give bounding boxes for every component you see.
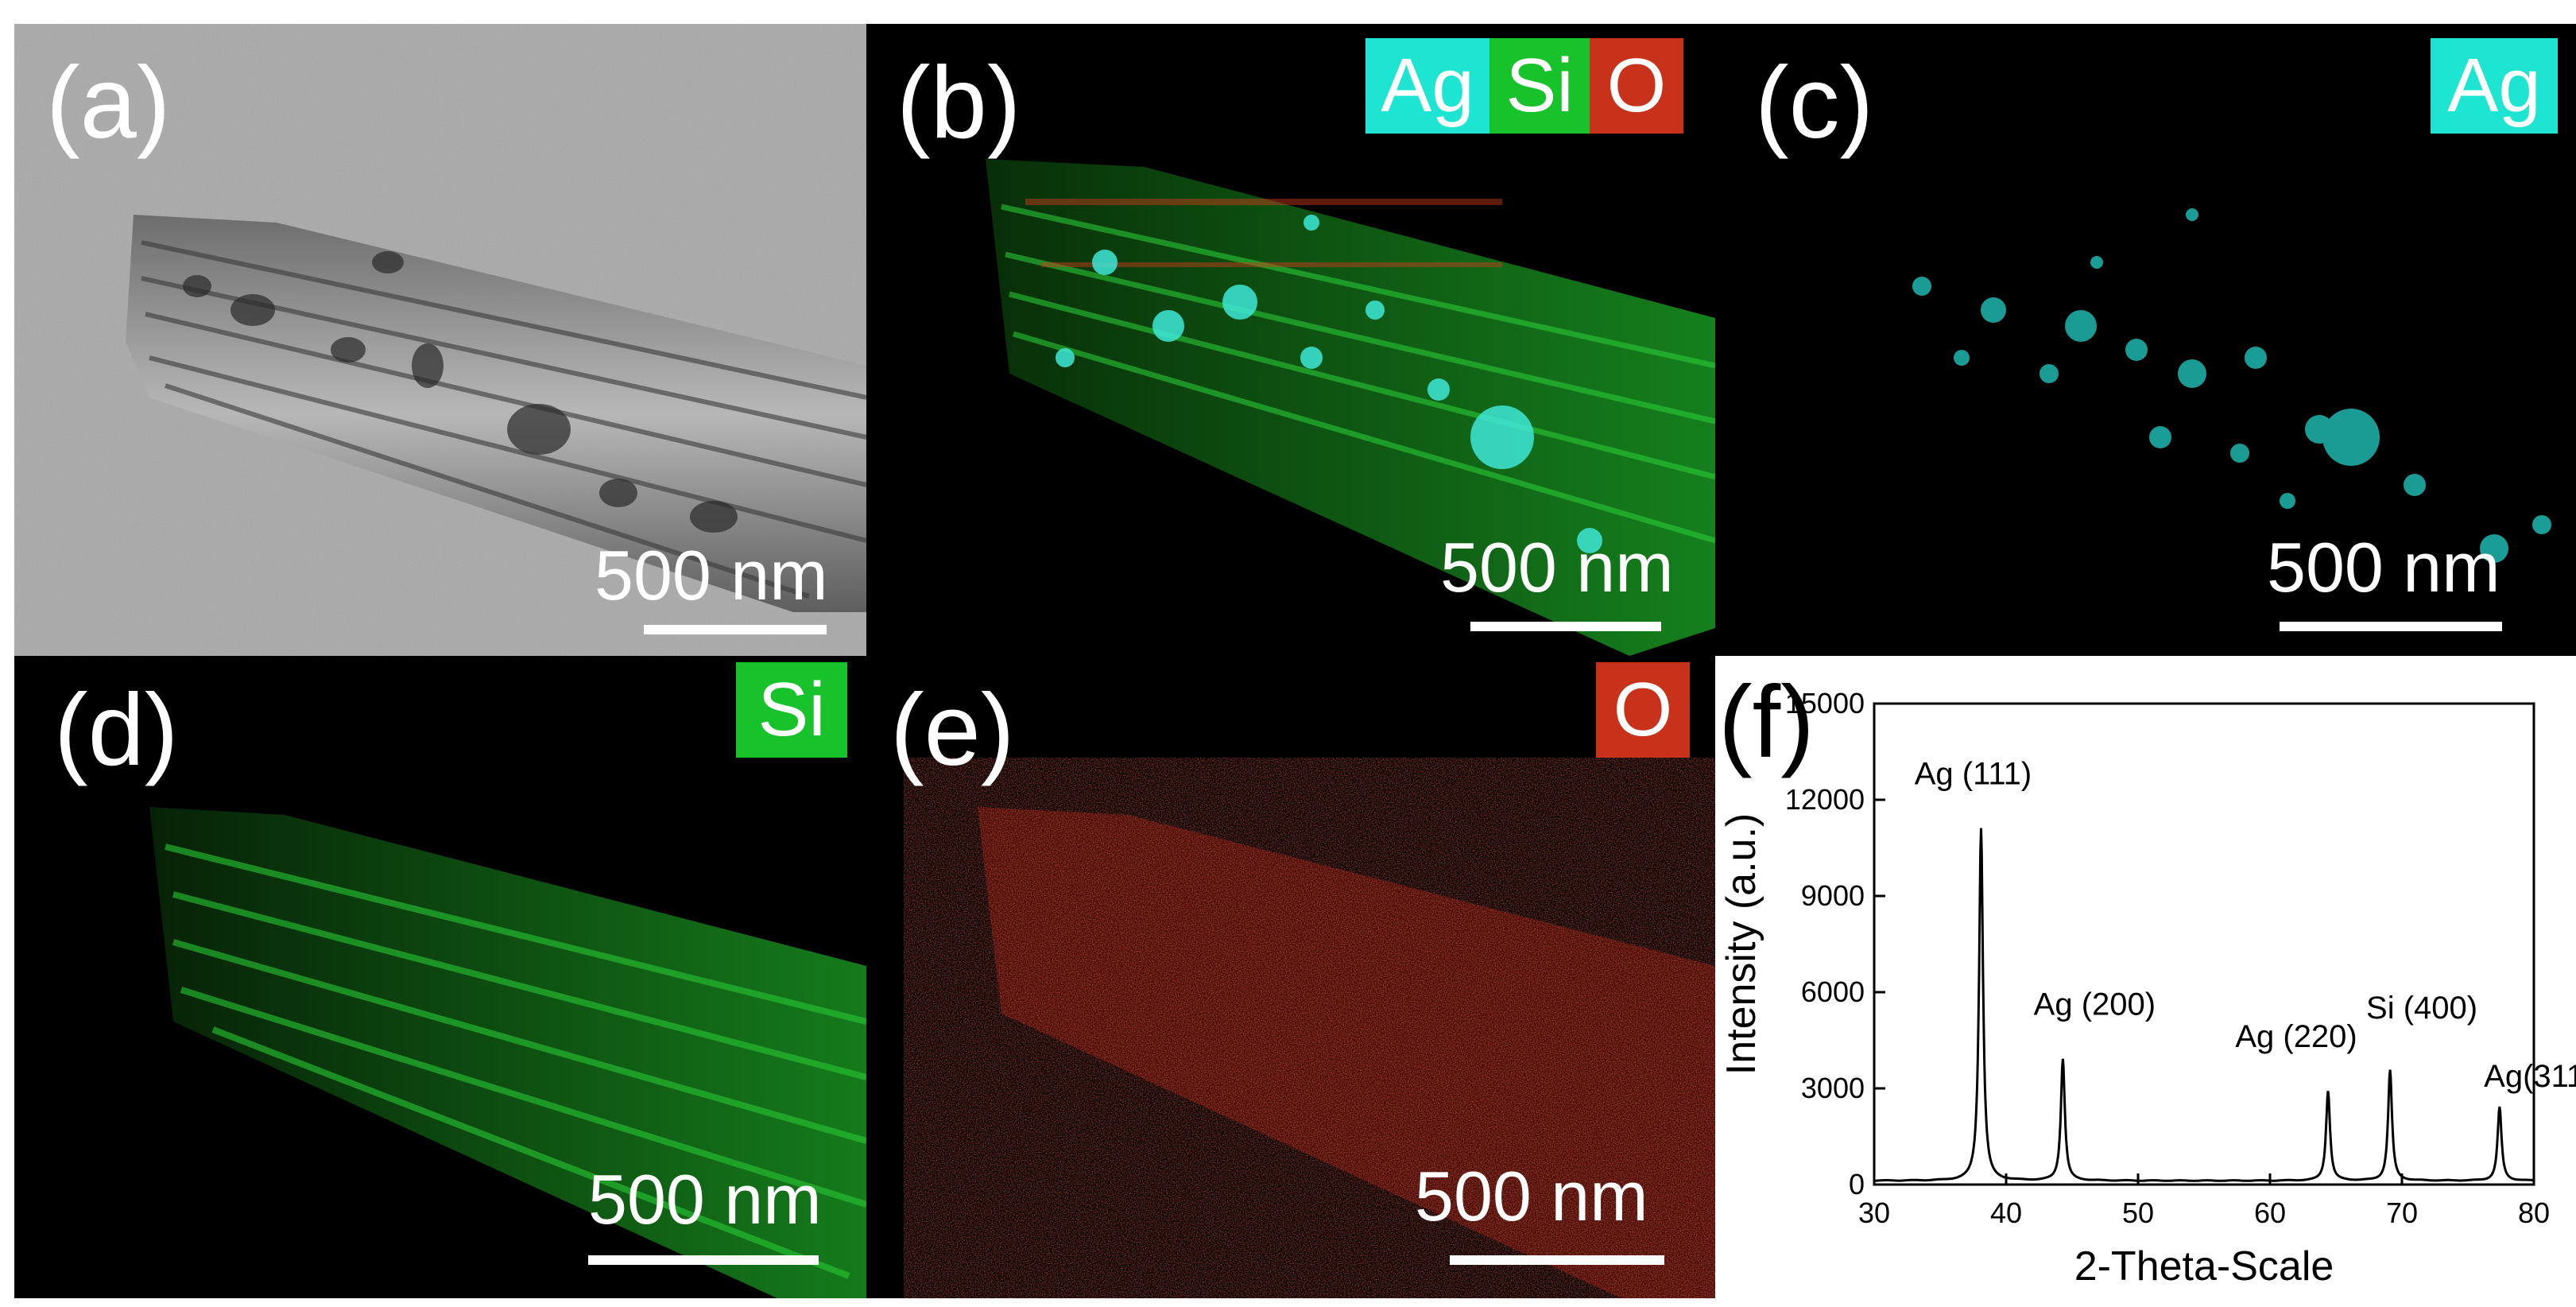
scale-bar-label: 500 nm xyxy=(1440,528,1674,607)
element-legend: Ag Si O xyxy=(1365,38,1683,134)
x-tick-label: 80 xyxy=(2518,1196,2550,1229)
y-tick-label: 9000 xyxy=(1801,879,1865,912)
legend-ag: Ag xyxy=(2431,38,2558,134)
y-tick-label: 0 xyxy=(1849,1168,1865,1200)
scale-bar xyxy=(588,1255,819,1265)
panel-b-overlay-map: (b) Ag Si O 500 nm xyxy=(866,24,1715,656)
panel-f-xrd-chart: 30 40 50 60 70 80 0 3000 6000 9000 12000 15000 2-The… xyxy=(1715,656,2576,1307)
panel-d-si-map: (d) Si 500 nm xyxy=(14,656,866,1298)
legend-o: O xyxy=(1590,38,1683,134)
eds-o-image xyxy=(978,807,1715,1298)
eds-si-image xyxy=(149,807,866,1298)
y-tick-label: 3000 xyxy=(1801,1072,1865,1104)
y-tick-label: 6000 xyxy=(1801,975,1865,1008)
eds-overlay-image xyxy=(986,159,1715,656)
y-axis-label: Intensity (a.u.) xyxy=(1718,813,1764,1075)
peak-label: Ag (200) xyxy=(2034,987,2156,1022)
xrd-chart: 30 40 50 60 70 80 0 3000 6000 9000 12000 15000 2-The… xyxy=(1718,687,2576,1290)
xrd-series-line xyxy=(1873,828,2535,1182)
panel-c-ag-map: (c) Ag 500 nm xyxy=(1715,24,2576,656)
peak-label: Ag (220) xyxy=(2235,1019,2357,1054)
scale-bar-label: 500 nm xyxy=(2267,528,2500,607)
scale-bar xyxy=(644,625,827,634)
peak-label: Ag (111) xyxy=(1915,756,2032,791)
panel-letter: (d) xyxy=(54,673,179,787)
legend-si: Si xyxy=(1489,38,1590,134)
chart-trace xyxy=(1873,828,2535,1182)
panel-a-tem-image: (a) 500 nm xyxy=(14,24,866,656)
plot-frame xyxy=(1873,702,2535,1186)
scale-bar xyxy=(1470,622,1661,631)
peak-label: Ag(311) xyxy=(2484,1059,2576,1094)
eds-ag-image xyxy=(1912,208,2551,563)
panel-letter: (a) xyxy=(46,46,171,160)
panel-letter: (f) xyxy=(1718,665,1815,779)
x-axis-label: 2-Theta-Scale xyxy=(2074,1243,2334,1290)
x-tick-label: 60 xyxy=(2254,1196,2286,1229)
scale-bar-label: 500 nm xyxy=(1415,1157,1648,1235)
legend-o: O xyxy=(1596,662,1690,758)
panel-letter: (b) xyxy=(897,46,1021,160)
chart-axes: 30 40 50 60 70 80 0 3000 6000 9000 12000 15000 2-The… xyxy=(1718,687,2550,1290)
peak-label: Si (400) xyxy=(2366,991,2477,1026)
scale-bar xyxy=(2280,622,2502,631)
scale-bar-label: 500 nm xyxy=(588,1160,822,1239)
x-tick-label: 50 xyxy=(2122,1196,2154,1229)
panel-e-o-map: (e) O 500 nm xyxy=(866,656,1715,1298)
scale-bar xyxy=(1450,1255,1664,1265)
x-tick-label: 70 xyxy=(2386,1196,2418,1229)
legend-ag: Ag xyxy=(1365,38,1489,134)
tem-nanowire-image xyxy=(14,24,866,656)
peak-labels: Ag (111) Ag (200) Ag (220) Si (400)Ag(311) xyxy=(1915,756,2576,1094)
legend-si: Si xyxy=(736,662,847,758)
y-tick-label: 15000 xyxy=(1785,687,1865,719)
scale-bar-label: 500 nm xyxy=(595,536,828,615)
x-tick-label: 40 xyxy=(1990,1196,2022,1229)
panel-letter: (c) xyxy=(1755,46,1874,160)
x-tick-label: 30 xyxy=(1858,1196,1890,1229)
y-tick-label: 12000 xyxy=(1785,783,1865,816)
panel-letter: (e) xyxy=(890,673,1015,787)
